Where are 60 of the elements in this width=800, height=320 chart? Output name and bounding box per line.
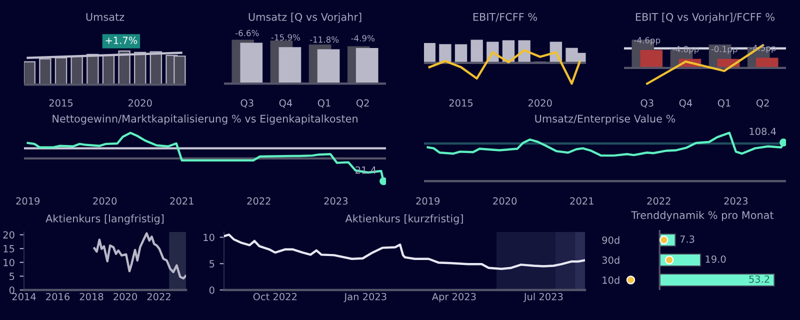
x-tick-label: Q3 [240, 99, 254, 108]
x-tick-label: Apr 2023 [432, 292, 476, 302]
chart-title: EBIT/FCFF % [473, 12, 537, 22]
annotation: 108.4 [750, 128, 776, 136]
y-tick-label: 15 [4, 245, 14, 252]
y-tick-label: 0 [209, 286, 214, 294]
data-label: 7.3 [680, 235, 694, 243]
x-tick-label: Q1 [318, 99, 330, 108]
chart-title: Umsatz [86, 13, 124, 21]
y-tick-label: 10 [4, 258, 14, 266]
chart-title: Umsatz [Q vs Vorjahr] [248, 12, 362, 23]
x-tick-label: 2020 [528, 99, 552, 107]
annotation: -11.8% [310, 36, 339, 43]
x-tick-label: 2019 [16, 197, 40, 205]
x-tick-label: 2023 [724, 197, 748, 205]
x-tick-label: Q4 [279, 99, 292, 108]
x-tick-label: Q3 [640, 99, 654, 108]
x-tick-label: 2022 [647, 197, 670, 205]
x-tick-label: 2021 [170, 197, 194, 205]
x-tick-label: Jan 2023 [344, 292, 386, 302]
x-tick-label: Jul 2023 [523, 292, 563, 302]
y-tick-label: 30d [602, 256, 620, 264]
chart-title: Aktienkurs [langfristig] [46, 214, 164, 224]
data-label: 53.2 [749, 275, 770, 283]
y-tick-label: 20 [3, 231, 14, 239]
x-tick-label: 2021 [570, 197, 594, 205]
annotation: -15.9% [271, 34, 300, 41]
x-tick-label: 2020 [493, 197, 517, 205]
chart-title: Trenddynamik % pro Monat [631, 210, 774, 222]
y-tick-label: 90d [602, 236, 620, 244]
y-tick-label: 5 [210, 260, 214, 268]
annotation: -4.9% [351, 35, 374, 42]
x-tick-label: 2020 [128, 99, 152, 107]
x-tick-label: Q2 [356, 99, 369, 108]
x-tick-label: 2020 [114, 292, 137, 300]
x-tick-label: 2019 [416, 197, 440, 205]
chart-title: Nettogewinn/Marktkapitalisierung % vs Eigenkapitalkosten [52, 114, 358, 125]
chart-title: Aktienkurs [kurzfristig] [345, 214, 463, 224]
x-tick-label: 2020 [93, 197, 117, 205]
x-tick-label: 2016 [46, 292, 70, 300]
x-tick-label: Oct 2022 [253, 292, 296, 300]
x-tick-label: 2022 [247, 197, 270, 205]
x-tick-label: Q4 [679, 99, 692, 108]
x-tick-label: 2022 [147, 292, 170, 300]
x-tick-label: 2015 [449, 99, 473, 107]
data-label: 19.0 [706, 255, 726, 263]
text: +1.7% [106, 36, 138, 44]
x-tick-label: 2014 [12, 292, 36, 300]
x-tick-label: Q2 [756, 99, 769, 108]
annotation: -6.6% [235, 30, 259, 36]
y-tick-label: 0 [9, 286, 14, 294]
chart-title: Umsatz/Enterprise Value % [535, 114, 676, 125]
chart-title: EBIT [Q vs Vorjahr]/FCFF % [636, 12, 774, 23]
y-tick-label: 10d [602, 276, 620, 284]
x-tick-label: 2015 [49, 99, 73, 107]
y-tick-label: 10 [204, 234, 214, 242]
x-tick-label: 2018 [80, 292, 104, 300]
x-tick-label: Q1 [718, 99, 730, 108]
x-tick-label: 2023 [324, 197, 348, 205]
y-tick-label: 5 [10, 272, 14, 280]
